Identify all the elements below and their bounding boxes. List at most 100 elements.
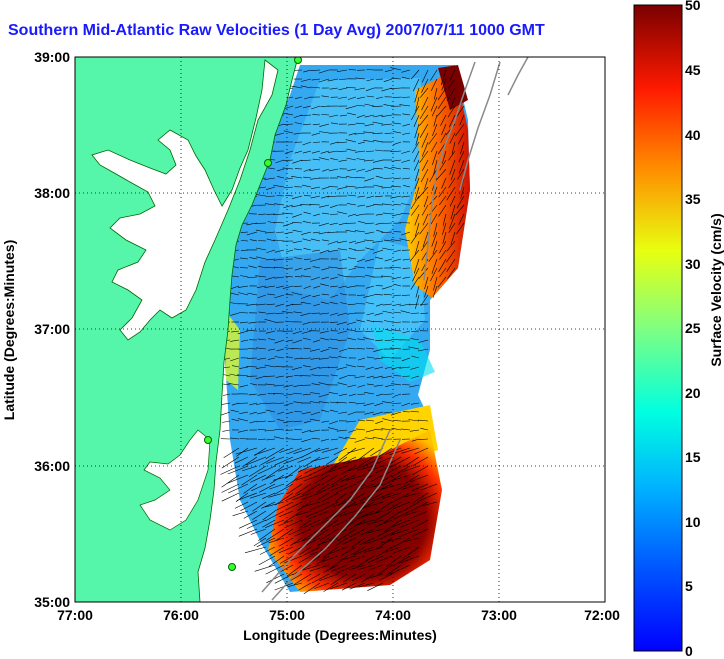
velocity-arrow [339, 375, 348, 380]
velocity-arrow [358, 582, 375, 588]
velocity-arrow [421, 69, 429, 83]
velocity-arrow [382, 474, 402, 486]
velocity-arrow [346, 321, 357, 325]
velocity-arrow [302, 337, 312, 341]
velocity-arrow [366, 312, 375, 316]
velocity-arrow [239, 411, 249, 414]
velocity-arrow [276, 195, 285, 197]
velocity-arrow [335, 483, 357, 493]
velocity-arrow [449, 132, 456, 144]
velocity-arrow [247, 348, 258, 350]
velocity-arrow [238, 292, 249, 296]
velocity-arrow [441, 123, 447, 136]
velocity-arrow [383, 177, 393, 179]
velocity-arrow [414, 240, 420, 256]
velocity-arrow [347, 375, 357, 377]
velocity-arrow [403, 456, 420, 468]
velocity-arrow [381, 114, 393, 117]
velocity-arrow [221, 420, 231, 423]
velocity-arrow [390, 87, 402, 89]
velocity-arrow [382, 303, 393, 306]
velocity-arrow [334, 537, 348, 547]
velocity-arrow [294, 267, 303, 271]
velocity-arrow [391, 329, 402, 332]
velocity-arrow [316, 492, 330, 501]
velocity-arrow [238, 519, 258, 529]
velocity-arrow [342, 456, 357, 464]
velocity-arrow [356, 519, 375, 526]
velocity-arrow [227, 465, 249, 475]
velocity-arrow [340, 302, 348, 305]
velocity-arrow [303, 267, 312, 270]
velocity-arrow [330, 582, 348, 589]
x-tick-label: 77:00 [57, 607, 93, 623]
velocity-arrow [321, 212, 330, 215]
velocity-arrow [423, 195, 429, 208]
velocity-arrow [417, 186, 429, 200]
velocity-arrow [347, 465, 366, 472]
velocity-arrow [364, 114, 375, 118]
velocity-arrow [437, 96, 447, 109]
velocity-arrow [439, 240, 447, 254]
velocity-arrow [337, 274, 348, 278]
velocity-arrow [279, 447, 294, 453]
velocity-arrow [460, 141, 465, 155]
velocity-arrow [276, 348, 285, 352]
velocity-arrow [415, 132, 420, 146]
velocity-arrow [278, 537, 294, 547]
velocity-arrow [375, 483, 393, 492]
velocity-arrow [402, 113, 411, 116]
velocity-arrow [348, 401, 357, 404]
velocity-arrow [338, 436, 348, 440]
velocity-arrow [237, 330, 249, 335]
velocity-arrow [366, 69, 375, 71]
velocity-arrow [261, 501, 276, 509]
velocity-arrow [310, 177, 321, 180]
velocity-arrow [275, 429, 285, 431]
velocity-arrow [282, 222, 294, 227]
velocity-arrow [228, 483, 249, 494]
velocity-arrow [310, 195, 321, 199]
velocity-arrow [258, 311, 267, 314]
velocity-arrow [303, 176, 312, 179]
velocity-arrow [403, 474, 420, 485]
velocity-arrow [292, 229, 303, 233]
velocity-arrow [321, 95, 330, 98]
velocity-arrow [376, 393, 384, 397]
velocity-arrow [366, 95, 375, 98]
velocity-arrow [301, 501, 321, 508]
velocity-arrow [231, 418, 240, 422]
velocity-arrow [229, 302, 240, 305]
velocity-arrow [329, 401, 339, 404]
velocity-arrow [355, 150, 366, 153]
velocity-arrow [265, 501, 285, 508]
velocity-arrow [391, 321, 402, 324]
velocity-arrow [412, 528, 429, 537]
velocity-arrow [374, 366, 384, 370]
velocity-arrow [401, 96, 411, 98]
velocity-arrow [265, 465, 285, 479]
velocity-arrow [433, 87, 438, 100]
velocity-arrow [357, 258, 366, 262]
velocity-arrow [420, 483, 438, 491]
velocity-arrow [255, 275, 267, 278]
velocity-arrow [314, 474, 330, 484]
velocity-arrow [309, 564, 330, 572]
velocity-arrow [337, 528, 357, 542]
velocity-arrow [306, 510, 321, 518]
colorbar [633, 4, 683, 652]
velocity-arrow [424, 285, 429, 298]
velocity-arrow [366, 78, 375, 82]
velocity-arrow [320, 301, 330, 305]
velocity-arrow [364, 411, 375, 415]
velocity-arrow [331, 564, 348, 572]
velocity-arrow [410, 276, 420, 290]
colorbar-ticks: 50 45 40 35 30 25 20 15 10 5 0 [685, 0, 701, 659]
velocity-arrow [330, 204, 339, 208]
velocity-arrow [286, 303, 294, 307]
velocity-arrow [283, 402, 294, 406]
velocity-arrow [373, 159, 384, 163]
velocity-arrow [372, 411, 384, 416]
velocity-arrow [376, 96, 384, 99]
velocity-arrow [239, 366, 249, 369]
